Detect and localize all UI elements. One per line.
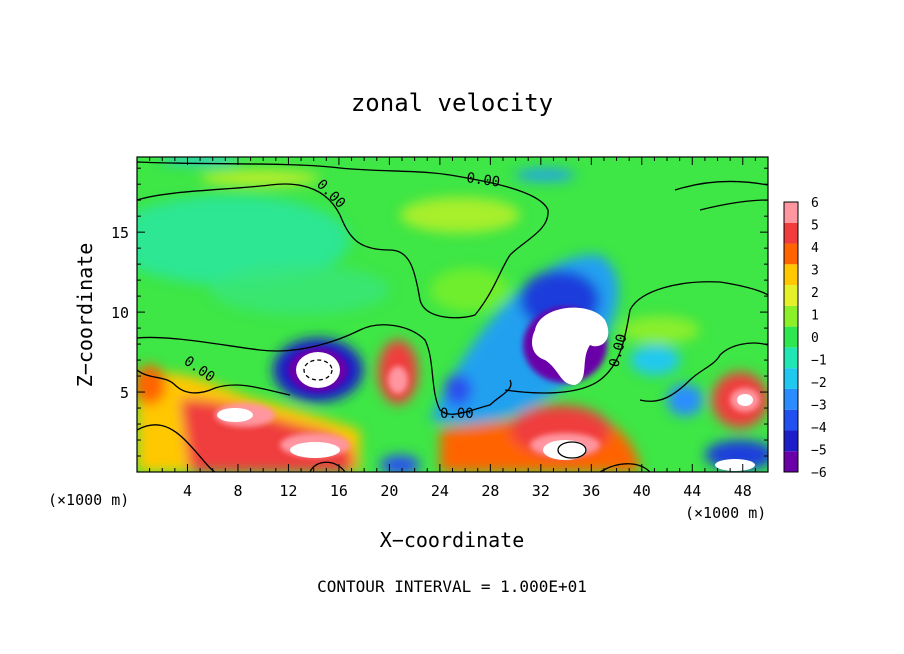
x-tick-label: 44 xyxy=(683,482,701,500)
x-tick-label: 40 xyxy=(633,482,651,500)
contour-interval-note: CONTOUR INTERVAL = 1.000E+01 xyxy=(317,577,587,596)
chart-title: zonal velocity xyxy=(351,89,553,117)
colorbar-label: −2 xyxy=(811,376,827,391)
colorbar-label: 5 xyxy=(811,219,819,234)
heatmap-field: 0.00 0.00 0.00 0.00 0.00 xyxy=(137,157,768,472)
colorbar-label: 1 xyxy=(811,309,819,324)
colorbar-frame xyxy=(783,201,799,473)
colorbar-label: 4 xyxy=(811,241,819,256)
x-tick-label: 12 xyxy=(279,482,297,500)
colorbar-swatch xyxy=(784,222,798,244)
colorbar-swatch xyxy=(784,368,798,389)
colorbar-swatch xyxy=(784,285,798,306)
colorbar-swatch xyxy=(784,326,798,348)
colorbar-swatch xyxy=(784,202,798,223)
colorbar: −6 −5 −4 −3 −2 −1 0 1 2 3 4 5 6 xyxy=(783,196,827,481)
colorbar-label: −4 xyxy=(811,421,827,436)
x-tick-label: 4 xyxy=(183,482,192,500)
colorbar-swatch xyxy=(784,451,798,472)
x-tick-label: 28 xyxy=(481,482,499,500)
contour-label: 0.00 xyxy=(465,170,501,191)
colorbar-swatch xyxy=(784,305,798,327)
colorbar-swatch xyxy=(784,430,798,452)
colorbar-label: 0 xyxy=(811,331,819,346)
contour-label: 0.00 xyxy=(440,406,474,422)
colorbar-swatch xyxy=(784,243,798,265)
colorbar-label: −6 xyxy=(811,466,827,481)
y-axis: 5 10 15 xyxy=(111,167,768,457)
y-tick-label: 5 xyxy=(120,384,129,402)
x-tick-label: 24 xyxy=(431,482,449,500)
x-axis: 4 8 12 16 20 24 28 32 36 40 44 48 xyxy=(149,157,756,500)
colorbar-label: −1 xyxy=(811,354,827,369)
y-tick-label: 10 xyxy=(111,304,129,322)
colorbar-label: 2 xyxy=(811,286,819,301)
colorbar-label: 3 xyxy=(811,264,819,279)
x-tick-label: 8 xyxy=(233,482,242,500)
colorbar-label: −5 xyxy=(811,444,827,459)
x-tick-label: 36 xyxy=(582,482,600,500)
colorbar-swatch xyxy=(784,388,798,410)
x-tick-label: 20 xyxy=(380,482,398,500)
colorbar-label: 6 xyxy=(811,196,819,211)
x-axis-title: X−coordinate xyxy=(380,528,525,552)
x-unit-right: (×1000 m) xyxy=(685,504,766,522)
x-tick-label: 48 xyxy=(734,482,752,500)
colorbar-swatch xyxy=(784,409,798,431)
x-tick-label: 32 xyxy=(532,482,550,500)
colorbar-label: −3 xyxy=(811,399,827,414)
y-axis-title: Z−coordinate xyxy=(73,243,97,388)
colorbar-swatch xyxy=(784,264,798,286)
y-tick-label: 15 xyxy=(111,224,129,242)
x-tick-label: 16 xyxy=(330,482,348,500)
x-unit-left: (×1000 m) xyxy=(48,491,129,509)
colorbar-swatch xyxy=(784,347,798,369)
